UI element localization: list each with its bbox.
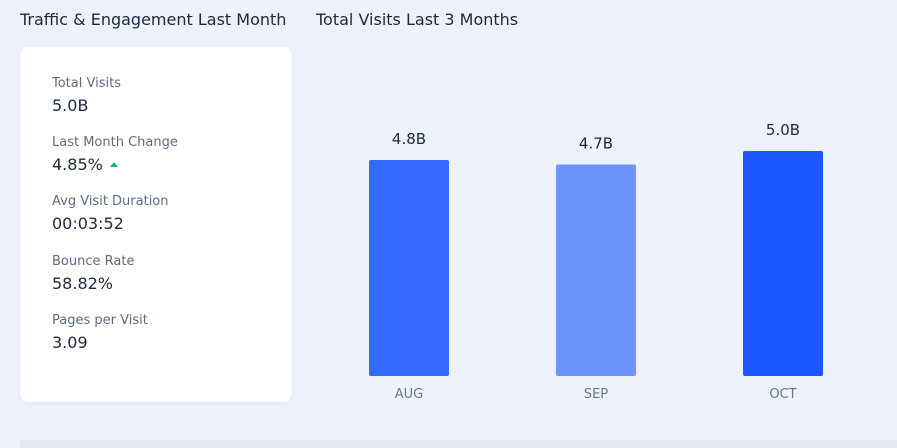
trend-up-icon <box>109 162 118 167</box>
engagement-metrics-card: Total Visits 5.0B Last Month Change 4.85… <box>20 47 292 402</box>
bar-sep[interactable] <box>556 164 636 377</box>
metric-label: Total Visits <box>52 76 121 91</box>
metric-value-row: 4.85% <box>52 154 178 176</box>
metric-bounce-rate: Bounce Rate 58.82% <box>52 254 134 295</box>
metric-total-visits: Total Visits 5.0B <box>52 76 121 117</box>
metric-value: 4.85% <box>52 155 103 174</box>
metric-value: 5.0B <box>52 96 89 115</box>
metric-label: Bounce Rate <box>52 254 135 269</box>
metric-label: Avg Visit Duration <box>52 194 169 209</box>
bar-aug[interactable] <box>369 160 449 376</box>
x-tick-aug: AUG <box>395 387 423 402</box>
data-label-sep: 4.7B <box>579 135 613 153</box>
metric-label: Pages per Visit <box>52 313 148 328</box>
metric-value: 3.09 <box>52 333 88 352</box>
data-label-oct: 5.0B <box>766 121 800 139</box>
traffic-engagement-title: Traffic & Engagement Last Month <box>20 10 287 29</box>
metric-avg-visit-duration: Avg Visit Duration 00:03:52 <box>52 194 169 235</box>
metric-value: 00:03:52 <box>52 214 124 233</box>
metric-label: Last Month Change <box>52 135 178 150</box>
metric-pages-per-visit: Pages per Visit 3.09 <box>52 313 148 354</box>
data-label-aug: 4.8B <box>392 130 426 148</box>
x-tick-oct: OCT <box>769 387 796 402</box>
total-visits-bar-chart: 4.8B AUG 4.7B SEP 5.0B OCT <box>369 121 823 402</box>
metric-last-month-change: Last Month Change 4.85% <box>52 135 178 176</box>
next-panel-edge <box>20 440 897 448</box>
x-tick-sep: SEP <box>584 387 608 402</box>
bar-oct[interactable] <box>743 151 823 376</box>
metric-value: 58.82% <box>52 274 114 293</box>
total-visits-title: Total Visits Last 3 Months <box>316 10 519 29</box>
